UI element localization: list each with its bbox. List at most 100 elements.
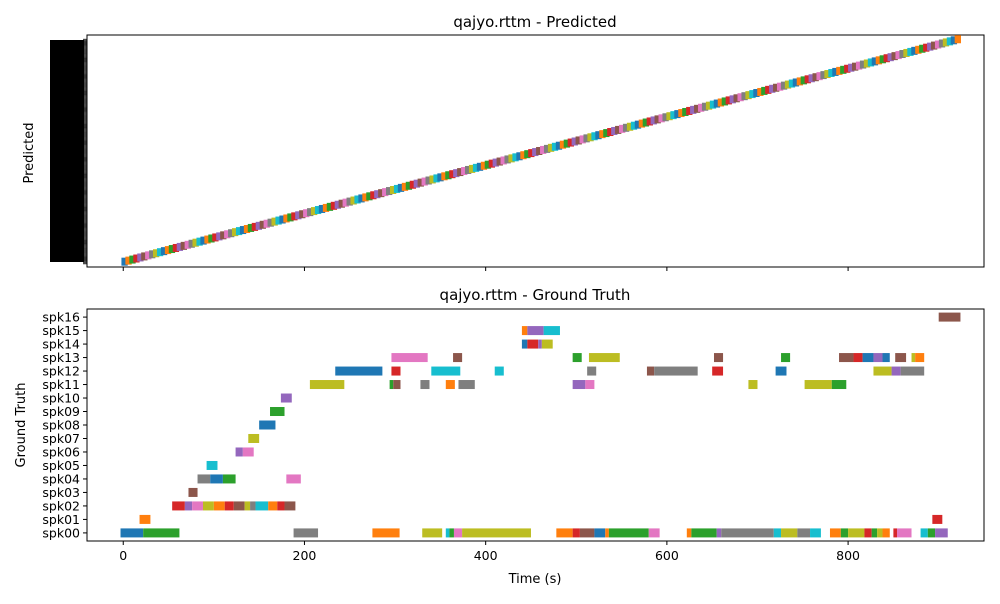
predicted-segment — [393, 184, 401, 193]
predicted-segment — [441, 172, 448, 181]
ground-truth-x-tick-label: 800 — [836, 548, 860, 563]
ground-truth-segment-spk12 — [654, 366, 698, 376]
predicted-segment — [808, 74, 815, 83]
ground-truth-segment-spk11 — [831, 380, 847, 390]
predicted-segment — [540, 145, 547, 154]
predicted-segment — [887, 53, 894, 62]
ground-truth-y-tick-label-spk11: spk11 — [42, 377, 80, 392]
ground-truth-segment-spk13 — [895, 353, 907, 363]
predicted-segment — [792, 78, 800, 87]
ground-truth-segment-spk13 — [882, 353, 890, 363]
predicted-segment — [449, 170, 456, 179]
ground-truth-segment-spk02 — [184, 501, 193, 511]
ground-truth-segment-spk15 — [527, 326, 544, 336]
predicted-segment — [725, 96, 732, 105]
ground-truth-segment-spk02 — [192, 501, 203, 511]
ground-truth-segment-spk01 — [932, 514, 943, 524]
predicted-segment — [121, 257, 128, 266]
predicted-segment — [295, 211, 302, 220]
predicted-segment — [287, 213, 294, 222]
predicted-segment — [650, 116, 657, 125]
ground-truth-segment-spk14 — [541, 339, 553, 349]
predicted-segment — [354, 195, 361, 204]
ground-truth-segment-spk00 — [372, 528, 400, 538]
predicted-segment — [658, 114, 665, 123]
predicted-segment — [334, 200, 341, 209]
predicted-segment — [662, 113, 669, 122]
predicted-segment — [228, 229, 235, 238]
predicted-segment — [468, 164, 476, 173]
predicted-segment — [291, 212, 298, 221]
predicted-segment — [310, 207, 318, 216]
ground-truth-segment-spk00 — [773, 528, 782, 538]
predicted-segment — [425, 176, 432, 185]
predicted-segment — [129, 255, 136, 264]
predicted-segment — [946, 37, 954, 46]
ground-truth-y-tick-label-spk04: spk04 — [42, 471, 80, 486]
predicted-segment — [200, 236, 207, 245]
predicted-segment — [180, 241, 187, 250]
ground-truth-segments — [120, 312, 961, 538]
predicted-segment — [776, 82, 784, 91]
predicted-segment — [915, 45, 922, 54]
predicted-segment — [745, 91, 752, 100]
ground-truth-segment-spk13 — [588, 353, 620, 363]
predicted-segment — [472, 163, 480, 172]
predicted-segment — [366, 192, 373, 201]
predicted-segment — [867, 58, 875, 67]
predicted-segment — [232, 228, 239, 237]
predicted-segment — [923, 43, 930, 52]
ground-truth-segment-spk12 — [646, 366, 655, 376]
predicted-segment — [930, 41, 938, 50]
ground-truth-segment-spk02 — [202, 501, 214, 511]
ground-truth-segment-spk14 — [538, 339, 542, 349]
ground-truth-y-tick-label-spk01: spk01 — [42, 512, 80, 527]
predicted-segment — [208, 234, 215, 243]
ground-truth-segment-spk00 — [797, 528, 811, 538]
ground-truth-segment-spk00 — [293, 528, 319, 538]
predicted-segment — [824, 70, 831, 79]
predicted-segment — [709, 100, 717, 109]
ground-truth-segment-spk00 — [572, 528, 580, 538]
ground-truth-segment-spk13 — [572, 353, 582, 363]
ground-truth-segment-spk00 — [716, 528, 722, 538]
predicted-segment — [820, 71, 827, 80]
predicted-segment — [950, 36, 958, 45]
ground-truth-segment-spk02 — [244, 501, 251, 511]
ground-truth-segment-spk11 — [389, 380, 394, 390]
predicted-segment — [942, 38, 950, 47]
x-axis-label: Time (s) — [508, 572, 562, 587]
predicted-segment — [859, 60, 867, 69]
predicted-segment — [271, 217, 278, 226]
ground-truth-x-tick-label: 400 — [474, 548, 498, 563]
predicted-segment — [642, 118, 650, 127]
predicted-segment — [852, 62, 859, 71]
predicted-segment — [409, 180, 417, 189]
ground-truth-segment-spk00 — [556, 528, 573, 538]
predicted-segment — [907, 47, 914, 56]
predicted-segment — [330, 201, 338, 210]
predicted-segment — [697, 103, 705, 112]
predicted-segment — [204, 235, 211, 244]
ground-truth-y-tick-label-spk13: spk13 — [42, 350, 80, 365]
ground-truth-segment-spk11 — [748, 380, 758, 390]
predicted-segment — [318, 204, 326, 213]
predicted-segment — [326, 202, 334, 211]
ground-truth-segment-spk13 — [915, 353, 925, 363]
ground-truth-segment-spk14 — [521, 339, 528, 349]
predicted-segment — [765, 85, 772, 94]
ground-truth-segment-spk11 — [804, 380, 832, 390]
ground-truth-segment-spk00 — [579, 528, 595, 538]
ground-truth-segment-spk00 — [840, 528, 849, 538]
predicted-segment — [630, 121, 638, 130]
ground-truth-y-tick-label-spk12: spk12 — [42, 364, 80, 379]
predicted-segment — [160, 247, 168, 256]
predicted-segment — [911, 46, 918, 55]
predicted-segment — [259, 220, 266, 229]
predicted-segment — [532, 148, 539, 157]
predicted-segment — [413, 179, 420, 188]
ground-truth-segment-spk00 — [871, 528, 878, 538]
ground-truth-y-tick-label-spk10: spk10 — [42, 391, 80, 406]
ground-truth-segment-spk02 — [172, 501, 185, 511]
